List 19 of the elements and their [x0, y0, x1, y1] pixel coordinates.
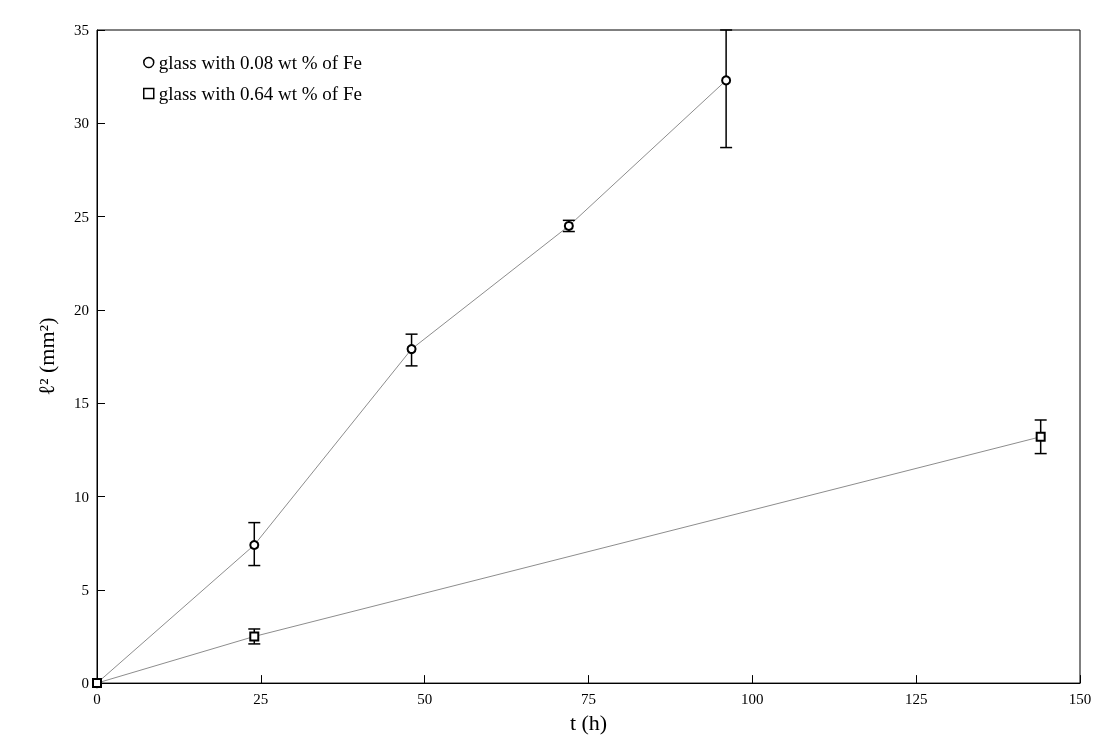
y-tick-label: 20	[74, 301, 89, 318]
y-tick-label: 25	[74, 208, 89, 225]
y-axis-title: ℓ² (mm²)	[33, 317, 59, 396]
y-tick-label: 30	[74, 115, 89, 132]
y-tick-label: 35	[74, 22, 89, 38]
x-tick-label: 125	[904, 690, 928, 707]
x-tick-label: 25	[253, 690, 269, 707]
x-tick-label: 100	[741, 690, 764, 707]
y-tick-label: 10	[74, 488, 89, 505]
y-tick-label: 15	[74, 395, 89, 412]
x-tick-label: 75	[581, 690, 596, 707]
y-tick-label: 0	[81, 675, 89, 692]
legend-label: glass with 0.64 wt % of Fe	[158, 83, 362, 104]
x-tick-label: 150	[1068, 690, 1092, 707]
legend-label: glass with 0.08 wt % of Fe	[158, 52, 362, 73]
y-tick-label: 5	[81, 581, 89, 598]
x-axis-title: t (h)	[569, 709, 608, 735]
x-tick-label: 50	[417, 690, 433, 707]
x-tick-label: 0	[93, 690, 101, 707]
